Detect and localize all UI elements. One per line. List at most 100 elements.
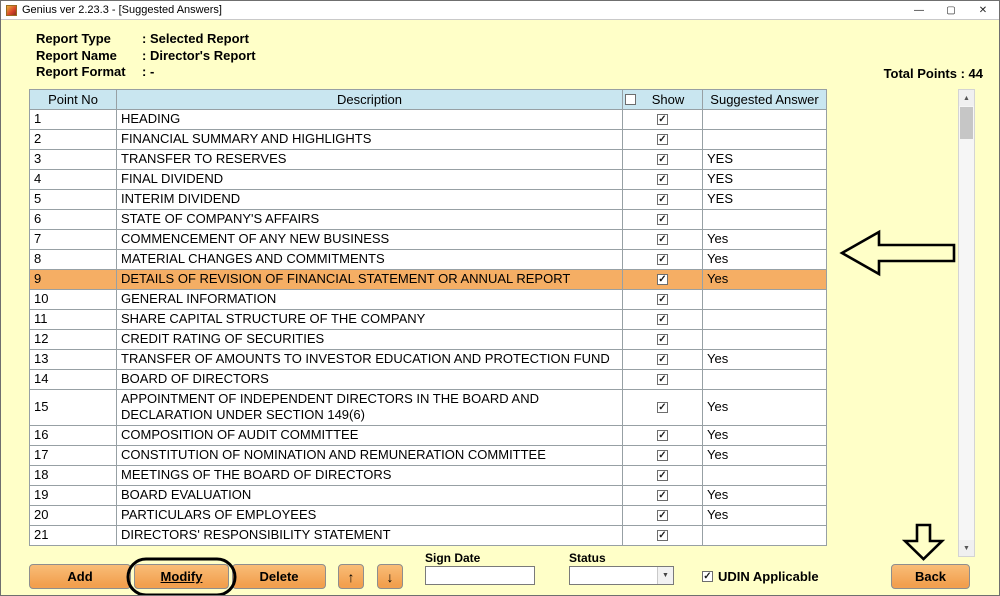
table-row[interactable]: 17 CONSTITUTION OF NOMINATION AND REMUNER… — [29, 444, 827, 466]
cell-description[interactable]: MEETINGS OF THE BOARD OF DIRECTORS — [116, 464, 623, 486]
table-row[interactable]: 3 TRANSFER TO RESERVES ✓ YES — [29, 149, 827, 170]
udin-checkbox[interactable]: ✓ — [702, 571, 713, 582]
cell-show[interactable]: ✓ — [622, 484, 703, 506]
column-header-description[interactable]: Description — [116, 89, 623, 110]
cell-description[interactable]: PARTICULARS OF EMPLOYEES — [116, 504, 623, 526]
checkbox-checked-icon[interactable]: ✓ — [657, 294, 668, 306]
cell-show[interactable]: ✓ — [622, 369, 703, 390]
cell-point-no[interactable]: 2 — [29, 129, 117, 150]
table-row[interactable]: 21 DIRECTORS' RESPONSIBILITY STATEMENT ✓ — [29, 524, 827, 546]
cell-point-no[interactable]: 12 — [29, 329, 117, 350]
cell-suggested-answer[interactable] — [702, 369, 827, 390]
minimize-button[interactable]: — — [914, 4, 924, 16]
cell-point-no[interactable]: 10 — [29, 289, 117, 310]
cell-show[interactable]: ✓ — [622, 209, 703, 230]
table-row[interactable]: 11 SHARE CAPITAL STRUCTURE OF THE COMPANY… — [29, 309, 827, 330]
cell-point-no[interactable]: 6 — [29, 209, 117, 230]
cell-description[interactable]: SHARE CAPITAL STRUCTURE OF THE COMPANY — [116, 309, 623, 330]
cell-show[interactable]: ✓ — [622, 129, 703, 150]
cell-point-no[interactable]: 5 — [29, 189, 117, 210]
cell-show[interactable]: ✓ — [622, 109, 703, 130]
table-row[interactable]: 2 FINANCIAL SUMMARY AND HIGHLIGHTS ✓ — [29, 129, 827, 150]
cell-description[interactable]: DETAILS OF REVISION OF FINANCIAL STATEME… — [116, 269, 623, 290]
cell-point-no[interactable]: 11 — [29, 309, 117, 330]
cell-suggested-answer[interactable] — [702, 524, 827, 546]
checkbox-checked-icon[interactable]: ✓ — [657, 274, 668, 286]
status-dropdown[interactable]: ▼ — [569, 566, 674, 585]
cell-show[interactable]: ✓ — [622, 444, 703, 466]
cell-description[interactable]: COMMENCEMENT OF ANY NEW BUSINESS — [116, 229, 623, 250]
cell-suggested-answer[interactable]: Yes — [702, 349, 827, 370]
move-up-button[interactable]: ↑ — [338, 564, 364, 589]
cell-show[interactable]: ✓ — [622, 424, 703, 446]
cell-suggested-answer[interactable] — [702, 464, 827, 486]
cell-show[interactable]: ✓ — [622, 289, 703, 310]
cell-point-no[interactable]: 16 — [29, 424, 117, 446]
cell-show[interactable]: ✓ — [622, 249, 703, 270]
scroll-down-icon[interactable]: ▼ — [959, 540, 974, 556]
sign-date-input[interactable] — [425, 566, 535, 585]
cell-point-no[interactable]: 15 — [29, 389, 117, 426]
checkbox-checked-icon[interactable]: ✓ — [657, 402, 668, 414]
checkbox-checked-icon[interactable]: ✓ — [657, 134, 668, 146]
cell-suggested-answer[interactable]: Yes — [702, 229, 827, 250]
cell-suggested-answer[interactable]: YES — [702, 189, 827, 210]
checkbox-checked-icon[interactable]: ✓ — [657, 114, 668, 126]
modify-button[interactable]: Modify — [134, 564, 229, 589]
checkbox-checked-icon[interactable]: ✓ — [657, 234, 668, 246]
cell-point-no[interactable]: 7 — [29, 229, 117, 250]
cell-show[interactable]: ✓ — [622, 504, 703, 526]
column-header-suggested-answer[interactable]: Suggested Answer — [702, 89, 827, 110]
scrollbar-thumb[interactable] — [960, 107, 973, 139]
cell-suggested-answer[interactable] — [702, 109, 827, 130]
cell-suggested-answer[interactable]: Yes — [702, 424, 827, 446]
checkbox-checked-icon[interactable]: ✓ — [657, 154, 668, 166]
show-all-checkbox[interactable] — [625, 94, 636, 105]
cell-point-no[interactable]: 21 — [29, 524, 117, 546]
cell-suggested-answer[interactable] — [702, 329, 827, 350]
cell-description[interactable]: TRANSFER TO RESERVES — [116, 149, 623, 170]
cell-show[interactable]: ✓ — [622, 524, 703, 546]
cell-description[interactable]: CREDIT RATING OF SECURITIES — [116, 329, 623, 350]
cell-point-no[interactable]: 9 — [29, 269, 117, 290]
cell-point-no[interactable]: 4 — [29, 169, 117, 190]
cell-show[interactable]: ✓ — [622, 329, 703, 350]
cell-show[interactable]: ✓ — [622, 149, 703, 170]
table-row[interactable]: 12 CREDIT RATING OF SECURITIES ✓ — [29, 329, 827, 350]
checkbox-checked-icon[interactable]: ✓ — [657, 489, 668, 501]
cell-suggested-answer[interactable] — [702, 289, 827, 310]
vertical-scrollbar[interactable]: ▲ ▼ — [958, 89, 975, 557]
cell-description[interactable]: FINAL DIVIDEND — [116, 169, 623, 190]
cell-suggested-answer[interactable]: Yes — [702, 249, 827, 270]
maximize-button[interactable]: ▢ — [946, 4, 956, 16]
cell-suggested-answer[interactable] — [702, 209, 827, 230]
cell-suggested-answer[interactable]: Yes — [702, 484, 827, 506]
table-row[interactable]: 18 MEETINGS OF THE BOARD OF DIRECTORS ✓ — [29, 464, 827, 486]
checkbox-checked-icon[interactable]: ✓ — [657, 374, 668, 386]
cell-point-no[interactable]: 17 — [29, 444, 117, 466]
cell-point-no[interactable]: 20 — [29, 504, 117, 526]
move-down-button[interactable]: ↓ — [377, 564, 403, 589]
checkbox-checked-icon[interactable]: ✓ — [657, 194, 668, 206]
table-row[interactable]: 7 COMMENCEMENT OF ANY NEW BUSINESS ✓ Yes — [29, 229, 827, 250]
table-row[interactable]: 4 FINAL DIVIDEND ✓ YES — [29, 169, 827, 190]
delete-button[interactable]: Delete — [232, 564, 326, 589]
checkbox-checked-icon[interactable]: ✓ — [657, 429, 668, 441]
cell-suggested-answer[interactable]: Yes — [702, 269, 827, 290]
cell-suggested-answer[interactable]: Yes — [702, 504, 827, 526]
cell-suggested-answer[interactable] — [702, 309, 827, 330]
cell-point-no[interactable]: 19 — [29, 484, 117, 506]
cell-show[interactable]: ✓ — [622, 189, 703, 210]
table-row[interactable]: 8 MATERIAL CHANGES AND COMMITMENTS ✓ Yes — [29, 249, 827, 270]
cell-suggested-answer[interactable]: Yes — [702, 444, 827, 466]
checkbox-checked-icon[interactable]: ✓ — [657, 334, 668, 346]
cell-suggested-answer[interactable]: YES — [702, 169, 827, 190]
back-button[interactable]: Back — [891, 564, 970, 589]
cell-show[interactable]: ✓ — [622, 309, 703, 330]
table-row[interactable]: 1 HEADING ✓ — [29, 109, 827, 130]
cell-point-no[interactable]: 3 — [29, 149, 117, 170]
cell-description[interactable]: COMPOSITION OF AUDIT COMMITTEE — [116, 424, 623, 446]
cell-suggested-answer[interactable] — [702, 129, 827, 150]
table-row[interactable]: 13 TRANSFER OF AMOUNTS TO INVESTOR EDUCAT… — [29, 349, 827, 370]
cell-point-no[interactable]: 13 — [29, 349, 117, 370]
